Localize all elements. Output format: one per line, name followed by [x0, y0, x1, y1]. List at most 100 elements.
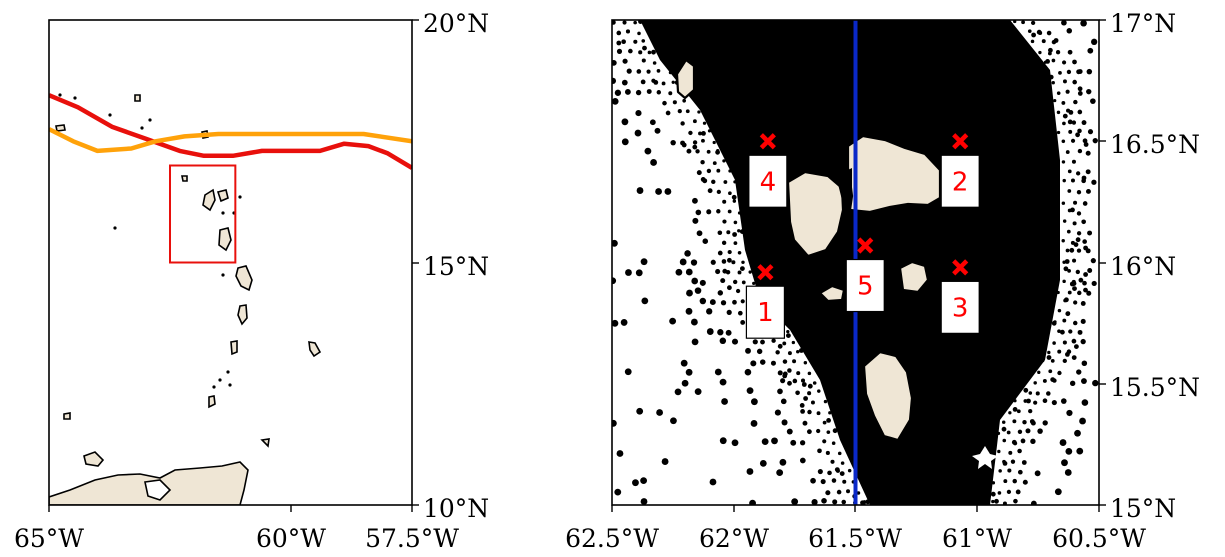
mesh-node	[1062, 219, 1067, 223]
mesh-node	[780, 378, 786, 384]
mesh-node	[672, 100, 677, 105]
mesh-node	[1072, 59, 1077, 65]
mesh-node	[786, 329, 790, 334]
mesh-node	[1091, 280, 1097, 287]
mesh-node	[722, 268, 728, 274]
mesh-node	[1078, 277, 1084, 283]
mesh-node	[721, 259, 727, 264]
mesh-node	[1006, 489, 1012, 494]
mesh-node	[681, 142, 687, 148]
mesh-node	[1077, 91, 1083, 96]
mesh-node	[1070, 207, 1075, 213]
mesh-node	[856, 491, 861, 495]
mesh-node	[807, 391, 812, 396]
overview-lat-label: 10°N	[423, 494, 489, 523]
mesh-node	[799, 440, 806, 446]
islet	[221, 273, 225, 277]
mesh-node	[771, 338, 776, 343]
mesh-node	[810, 400, 815, 405]
islet	[226, 370, 230, 374]
mesh-node	[830, 459, 835, 464]
mesh-node	[1080, 338, 1086, 345]
mesh-node	[832, 428, 838, 434]
mesh-node	[817, 448, 822, 454]
mesh-node	[1075, 269, 1080, 275]
inset-extent-box	[169, 164, 237, 264]
mesh-node	[1080, 20, 1087, 27]
mesh-node	[791, 498, 799, 505]
mesh-node	[820, 478, 826, 485]
mesh-node	[612, 239, 618, 247]
mesh-node	[1030, 39, 1035, 44]
mesh-node	[1057, 308, 1062, 313]
mesh-node	[680, 121, 685, 126]
mesh-node	[641, 297, 649, 305]
mesh-node	[727, 250, 732, 255]
mesh-node	[690, 259, 698, 266]
mesh-node	[636, 187, 644, 194]
mesh-node	[1062, 358, 1067, 364]
mesh-node	[670, 417, 677, 425]
mesh-node	[799, 403, 805, 408]
mesh-node	[786, 333, 791, 338]
mesh-node	[1062, 60, 1067, 65]
mesh-node	[717, 329, 724, 336]
mesh-node	[696, 170, 702, 176]
overview-lat-label: 20°N	[423, 9, 489, 38]
mesh-node	[727, 285, 732, 291]
mesh-node	[653, 80, 659, 85]
mesh-node	[692, 197, 698, 204]
mesh-node	[1077, 290, 1082, 296]
mesh-node	[796, 350, 800, 354]
island	[308, 341, 322, 358]
mesh-node	[816, 428, 821, 434]
mesh-node	[1017, 469, 1023, 475]
mesh-node	[1077, 109, 1083, 115]
mesh-node	[665, 110, 671, 116]
mesh-node	[737, 211, 742, 215]
mesh-node	[745, 347, 751, 354]
mesh-node	[1065, 150, 1070, 154]
mesh-node	[695, 149, 700, 154]
mesh-node	[640, 477, 648, 485]
mesh-node	[1071, 159, 1076, 164]
islet	[238, 195, 242, 199]
mesh-node	[1072, 258, 1077, 263]
mesh-node	[1035, 391, 1040, 396]
mesh-node	[711, 179, 716, 185]
mesh-node	[1075, 237, 1081, 243]
mesh-node	[612, 20, 616, 25]
mesh-node	[1010, 459, 1016, 464]
mesh-node	[1050, 358, 1055, 363]
mesh-node	[1058, 71, 1062, 75]
mesh-node	[1061, 20, 1067, 26]
mesh-node	[777, 370, 783, 376]
mesh-node	[702, 238, 709, 244]
mesh-node	[1080, 318, 1086, 325]
mesh-node	[1077, 148, 1083, 154]
mesh-node	[692, 144, 698, 150]
mesh-node	[1066, 28, 1073, 34]
mesh-node	[635, 269, 643, 277]
island	[898, 260, 930, 294]
mesh-node	[1002, 420, 1006, 424]
mesh-node	[821, 497, 827, 504]
mesh-node	[776, 469, 784, 477]
mesh-node	[1062, 279, 1066, 284]
detail-ticks	[611, 19, 1106, 512]
mesh-node	[792, 359, 797, 364]
mesh-node	[840, 461, 845, 465]
mesh-node	[779, 458, 787, 466]
site-marker-x	[759, 133, 776, 150]
mesh-node	[823, 399, 828, 404]
mesh-node	[832, 499, 838, 505]
mesh-node	[1080, 301, 1086, 306]
mesh-node	[807, 383, 813, 389]
mesh-node	[1017, 429, 1023, 435]
mesh-node	[1073, 242, 1079, 248]
mesh-node	[1072, 221, 1077, 226]
mesh-node	[625, 29, 631, 34]
mesh-node	[1074, 344, 1079, 349]
mesh-node	[825, 490, 831, 496]
